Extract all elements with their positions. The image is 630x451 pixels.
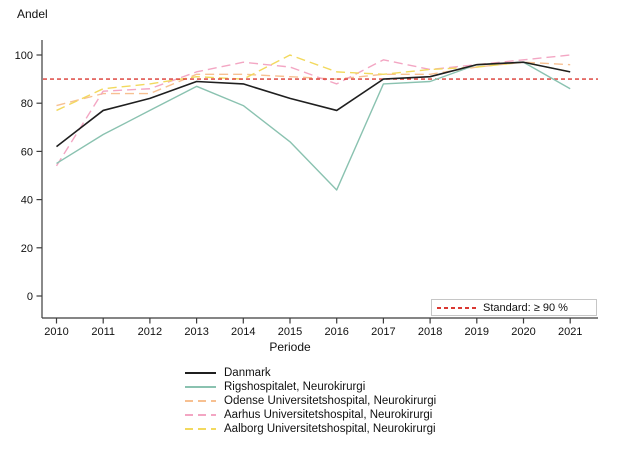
- reference-line-legend: Standard: ≥ 90 %: [431, 299, 597, 316]
- legend-line-sample: [185, 414, 216, 416]
- x-tick-label: 2014: [231, 326, 255, 338]
- x-tick-label: 2020: [511, 326, 535, 338]
- y-axis-title: Andel: [17, 7, 48, 21]
- y-tick-label: 100: [15, 50, 33, 62]
- legend-item-rigshospitalet: Rigshospitalet, Neurokirurgi: [185, 380, 436, 394]
- legend-item-aalborg-universitetshospital: Aalborg Universitetshospital, Neurokirur…: [185, 422, 436, 436]
- legend-label: Rigshospitalet, Neurokirurgi: [224, 381, 366, 393]
- reference-line-sample: [437, 306, 477, 309]
- legend-label: Aalborg Universitetshospital, Neurokirur…: [224, 423, 436, 435]
- legend-item-danmark: Danmark: [185, 366, 436, 380]
- legend-item-odense-universitetshospital: Odense Universitetshospital, Neurokirurg…: [185, 394, 436, 408]
- series-line-odense-universitetshospital: [56, 61, 571, 107]
- x-tick-label: 2015: [278, 326, 302, 338]
- y-tick-label: 60: [21, 146, 33, 158]
- legend-line-sample: [185, 386, 216, 388]
- x-tick-label: 2010: [44, 326, 68, 338]
- x-axis-title: Periode: [269, 340, 311, 354]
- x-tick-label: 2021: [558, 326, 582, 338]
- legend-line-sample: [185, 400, 216, 402]
- legend-line-sample: [185, 428, 216, 430]
- series-line-aarhus-universitetshospital: [55, 54, 571, 167]
- x-tick-label: 2013: [184, 326, 208, 338]
- y-tick-label: 0: [27, 291, 33, 303]
- legend-label: Danmark: [224, 367, 271, 379]
- x-tick-label: 2017: [371, 326, 395, 338]
- series-line-aalborg-universitetshospital: [56, 54, 571, 112]
- legend-line-sample: [185, 372, 216, 374]
- legend-label: Odense Universitetshospital, Neurokirurg…: [224, 395, 437, 407]
- reference-line-label: Standard: ≥ 90 %: [483, 301, 568, 314]
- x-tick-label: 2012: [138, 326, 162, 338]
- legend: Danmark Rigshospitalet, Neurokirurgi Odens…: [185, 366, 436, 436]
- legend-item-aarhus-universitetshospital: Aarhus Universitetshospital, Neurokirurg…: [185, 408, 436, 422]
- x-tick-label: 2011: [91, 326, 115, 338]
- x-tick-label: 2018: [418, 326, 442, 338]
- y-tick-label: 40: [21, 195, 33, 207]
- y-tick-label: 20: [21, 243, 33, 255]
- legend-label: Aarhus Universitetshospital, Neurokirurg…: [224, 409, 433, 421]
- y-tick-label: 80: [21, 98, 33, 110]
- series-line-rigshospitalet: [56, 61, 571, 191]
- x-tick-label: 2019: [465, 326, 489, 338]
- x-tick-label: 2016: [324, 326, 348, 338]
- series-line-danmark: [56, 61, 571, 148]
